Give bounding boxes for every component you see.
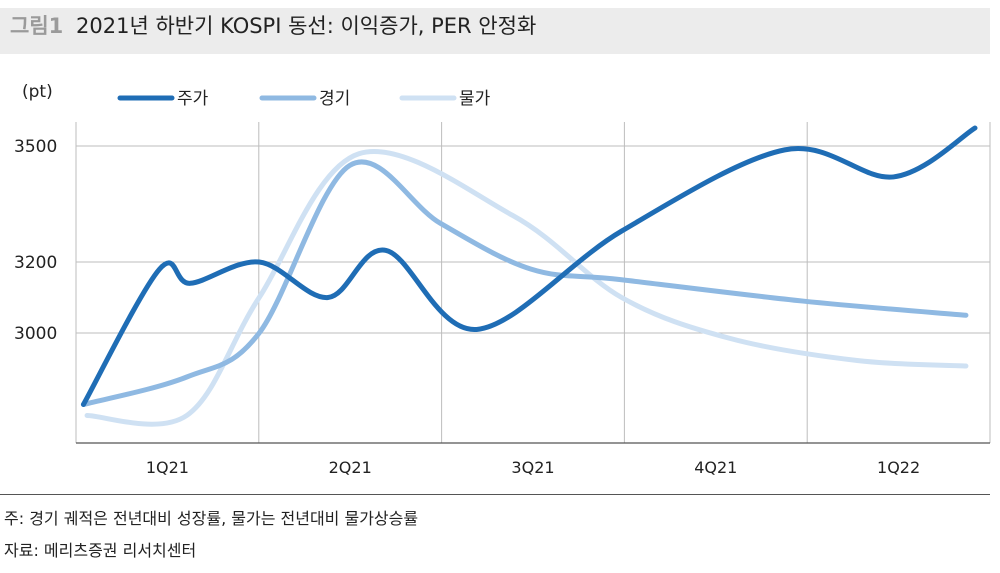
x-tick-label: 4Q21 xyxy=(694,458,737,477)
x-tick-label: 1Q21 xyxy=(146,458,189,477)
y-tick-label: 3500 xyxy=(14,137,57,157)
source-note: 자료: 메리츠증권 리서치센터 xyxy=(4,541,197,560)
x-tick-label: 3Q21 xyxy=(511,458,554,477)
series-line-물가 xyxy=(84,149,969,427)
title-bar xyxy=(0,8,990,54)
figure-label: 그림1 xyxy=(10,14,64,38)
series-line-주가 xyxy=(80,125,978,407)
series-line-경기 xyxy=(80,159,969,407)
footer-divider xyxy=(0,494,990,495)
x-tick-label: 1Q22 xyxy=(877,458,920,477)
legend-label: 물가 xyxy=(459,89,491,109)
chart-title: 2021년 하반기 KOSPI 동선: 이익증가, PER 안정화 xyxy=(76,14,537,38)
legend-label: 경기 xyxy=(319,89,350,109)
y-unit-label: (pt) xyxy=(22,82,53,102)
footnote: 주: 경기 궤적은 전년대비 성장률, 물가는 전년대비 물가상승률 xyxy=(4,509,419,528)
x-tick-label: 2Q21 xyxy=(329,458,372,477)
y-tick-label: 3200 xyxy=(14,253,57,273)
legend-label: 주가 xyxy=(177,89,209,109)
y-tick-label: 3000 xyxy=(14,324,57,344)
